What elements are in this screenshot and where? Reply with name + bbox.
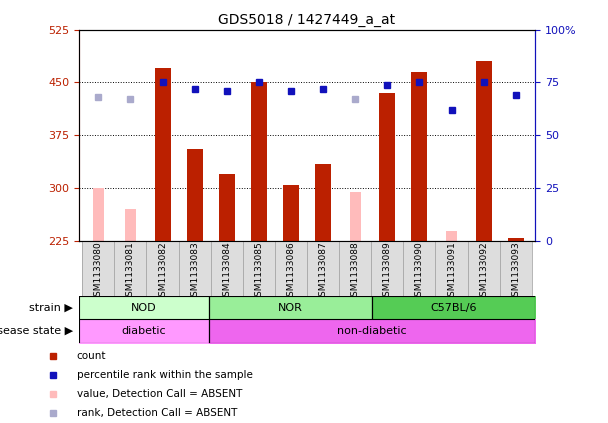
Text: strain ▶: strain ▶ [29,303,73,313]
Bar [179,241,211,296]
Bar [508,238,524,241]
Bar [187,149,202,241]
Text: percentile rank within the sample: percentile rank within the sample [77,370,252,379]
Text: GSM1133087: GSM1133087 [319,241,328,302]
Text: GSM1133092: GSM1133092 [479,241,488,302]
Bar [350,192,361,241]
Bar [92,188,104,241]
Text: GSM1133080: GSM1133080 [94,241,103,302]
Bar [251,82,267,241]
Text: rank, Detection Call = ABSENT: rank, Detection Call = ABSENT [77,408,237,418]
Text: GSM1133090: GSM1133090 [415,241,424,302]
Text: GSM1133093: GSM1133093 [511,241,520,302]
Text: GSM1133085: GSM1133085 [254,241,263,302]
Text: GSM1133091: GSM1133091 [447,241,456,302]
Text: GSM1133089: GSM1133089 [383,241,392,302]
Text: NOD: NOD [131,303,157,313]
Bar [403,241,435,296]
Bar [125,209,136,241]
Bar [475,61,492,241]
Text: NOR: NOR [278,303,303,313]
Bar [275,241,307,296]
Bar [283,185,299,241]
Title: GDS5018 / 1427449_a_at: GDS5018 / 1427449_a_at [218,13,396,27]
Bar [379,93,395,241]
Bar [468,241,500,296]
Bar [446,231,457,241]
Text: GSM1133086: GSM1133086 [286,241,295,302]
Bar [211,241,243,296]
Text: disease state ▶: disease state ▶ [0,326,73,336]
Bar [435,241,468,296]
Bar [243,241,275,296]
Bar [147,241,179,296]
Text: non-diabetic: non-diabetic [337,326,407,336]
Text: GSM1133084: GSM1133084 [223,241,231,302]
Text: C57BL/6: C57BL/6 [430,303,477,313]
Text: diabetic: diabetic [122,326,167,336]
Text: value, Detection Call = ABSENT: value, Detection Call = ABSENT [77,389,242,398]
Bar [82,241,114,296]
Bar [154,69,171,241]
Bar [307,241,339,296]
Bar [114,241,147,296]
Bar [315,164,331,241]
Bar [371,241,403,296]
Text: GSM1133082: GSM1133082 [158,241,167,302]
Text: GSM1133088: GSM1133088 [351,241,360,302]
Bar [412,72,427,241]
Bar [500,241,532,296]
Text: GSM1133081: GSM1133081 [126,241,135,302]
Bar [219,174,235,241]
Bar [339,241,371,296]
Text: GSM1133083: GSM1133083 [190,241,199,302]
Text: count: count [77,352,106,361]
